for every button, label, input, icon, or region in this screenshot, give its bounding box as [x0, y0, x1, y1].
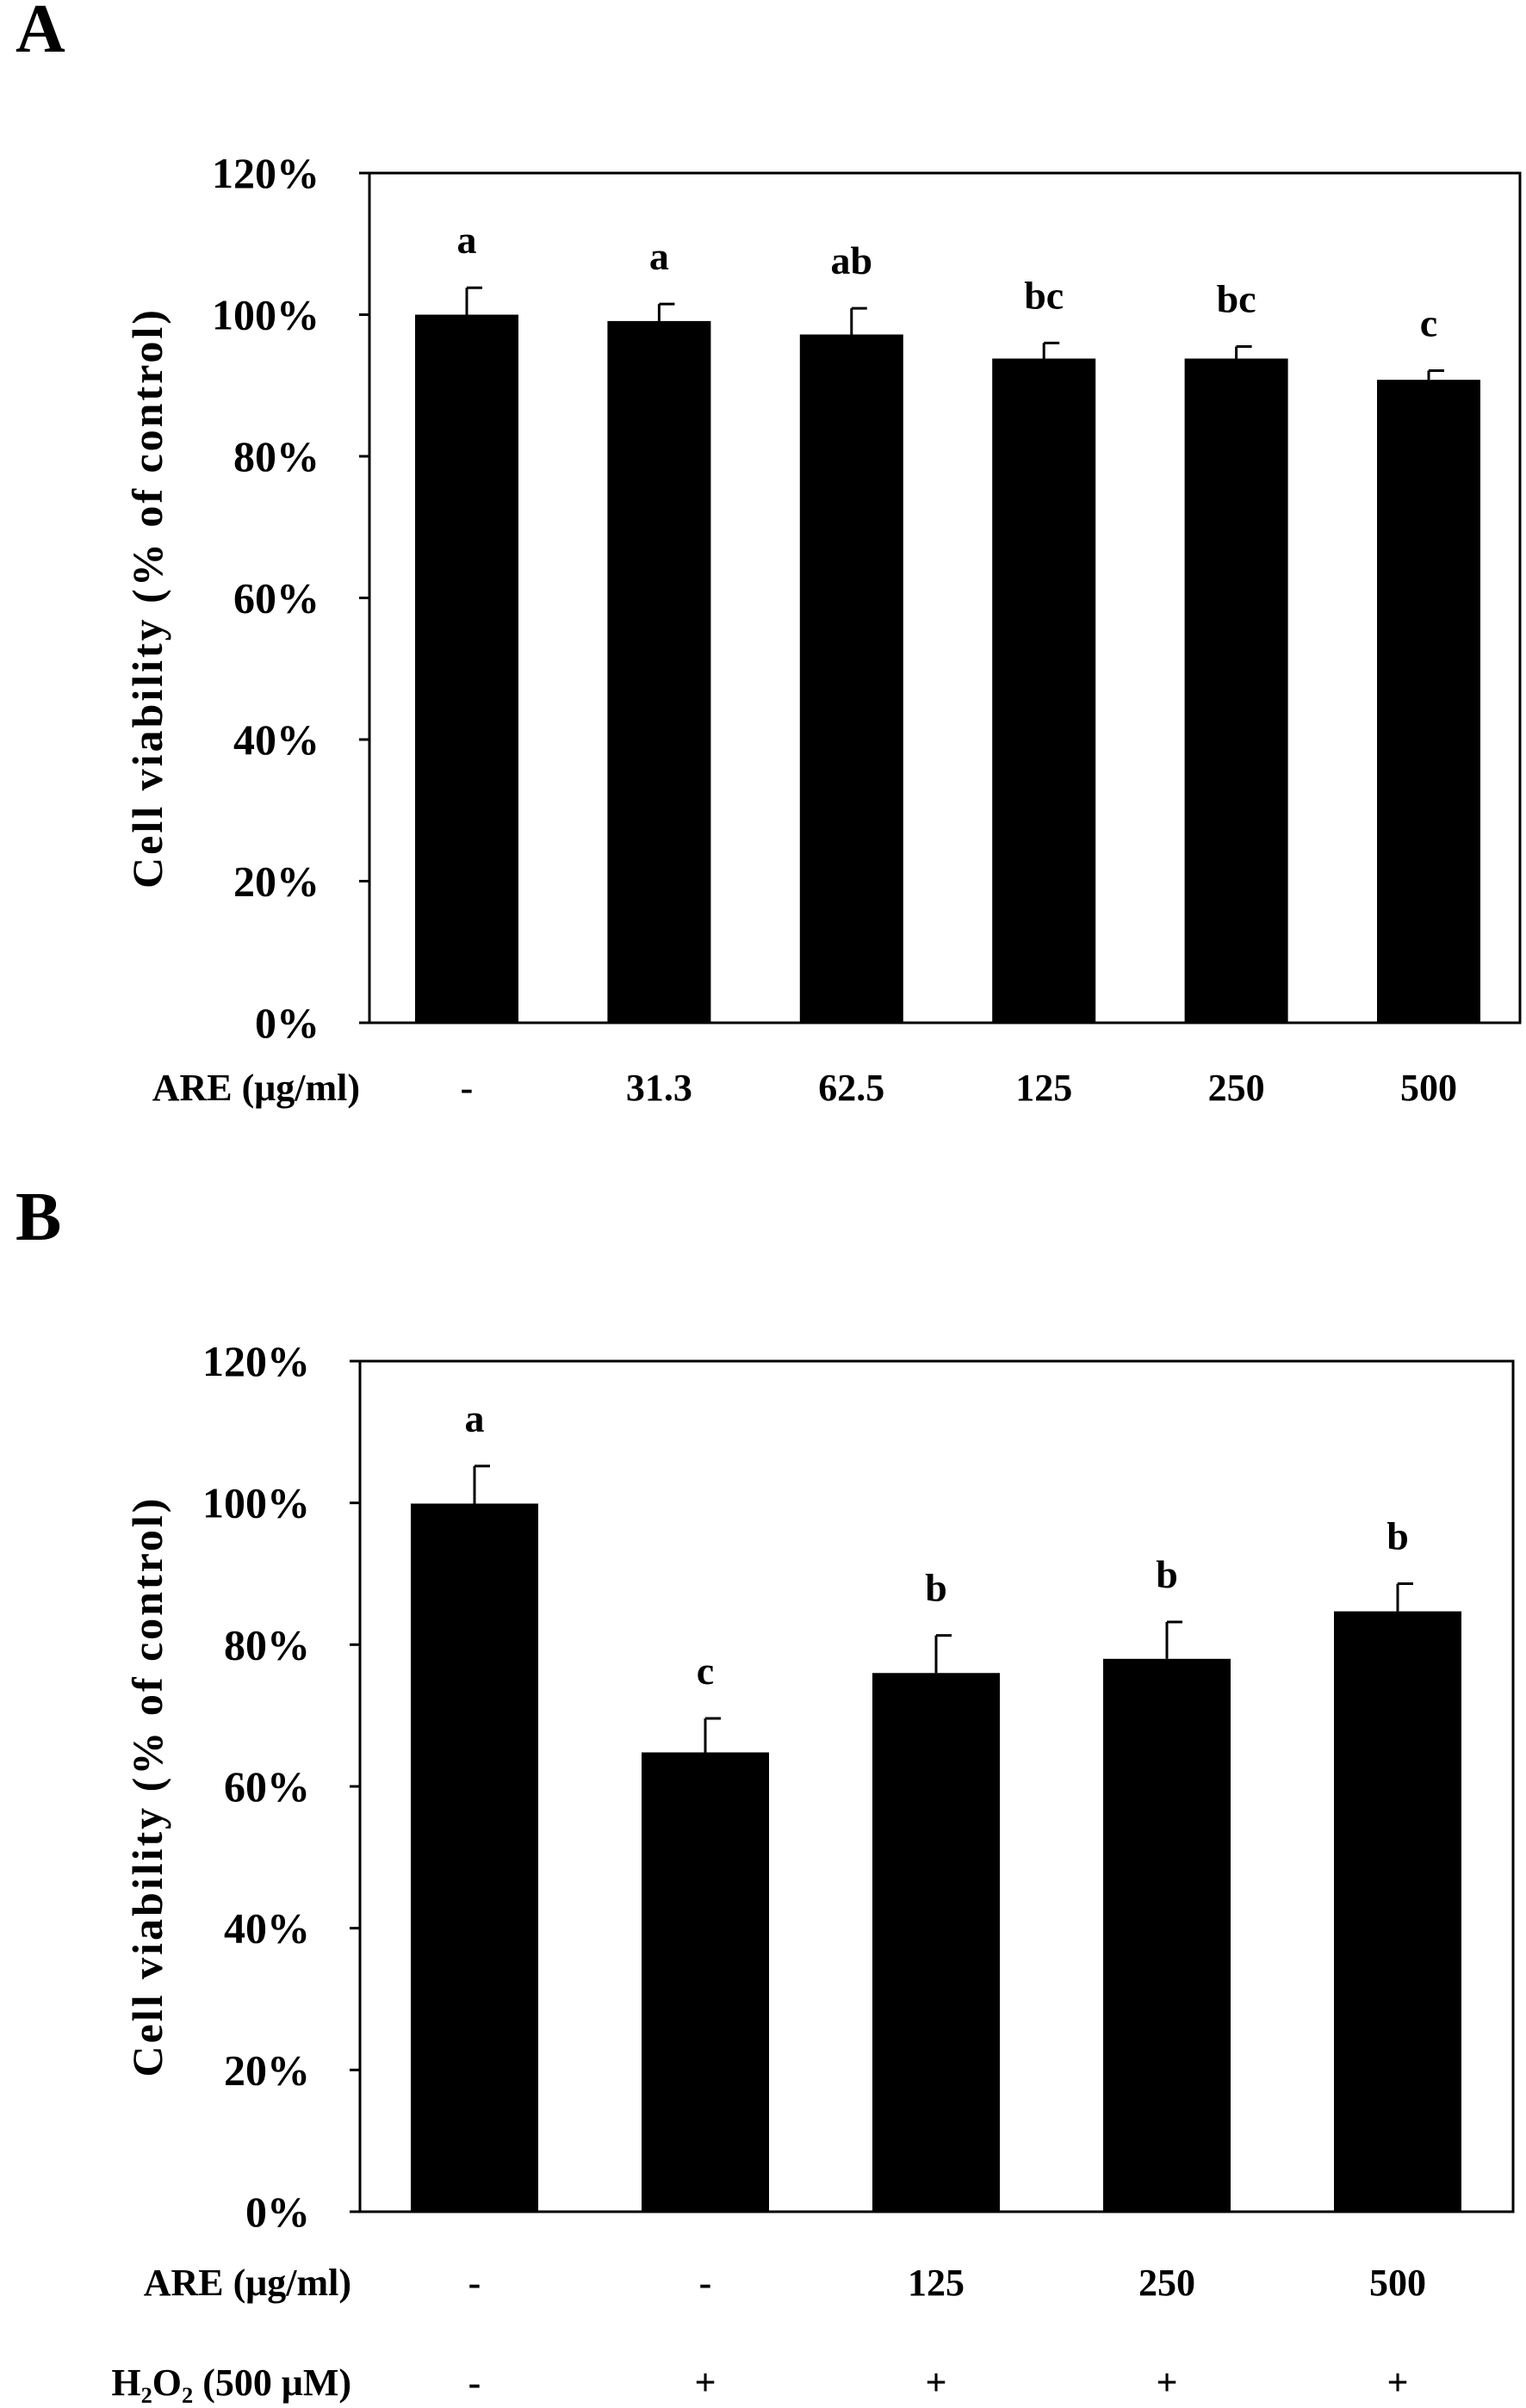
- category-label: 500: [1400, 1067, 1457, 1109]
- category-label: 31.3: [626, 1067, 692, 1109]
- category-label: +: [1386, 2362, 1408, 2404]
- bar: [992, 358, 1096, 1023]
- y-tick-label: 100%: [212, 291, 319, 339]
- bar: [1334, 1611, 1461, 2212]
- category-label: -: [699, 2262, 712, 2304]
- significance-label: a: [465, 1396, 485, 1440]
- significance-label: c: [1420, 300, 1437, 344]
- y-tick-label: 40%: [224, 1904, 310, 1953]
- significance-label: a: [649, 234, 669, 278]
- significance-label: bc: [1217, 277, 1256, 321]
- y-tick-label: 60%: [224, 1762, 310, 1811]
- y-axis-label: Cell viability (% of control): [123, 1496, 171, 2077]
- y-tick-label: 20%: [224, 2046, 310, 2094]
- category-label: 125: [908, 2262, 965, 2304]
- significance-label: b: [1386, 1514, 1409, 1558]
- category-label: 250: [1138, 2262, 1195, 2304]
- category-label: +: [925, 2362, 946, 2404]
- bar: [872, 1673, 1000, 2212]
- y-tick-label: 60%: [233, 574, 319, 622]
- bar: [642, 1752, 769, 2212]
- y-tick-label: 80%: [233, 432, 319, 480]
- significance-label: ab: [831, 238, 873, 282]
- y-tick-label: 120%: [212, 149, 319, 197]
- y-tick-label: 0%: [245, 2188, 310, 2236]
- chart-panel-b: B 0% 20% 40% 60% 80% 100% 120% Cell viability (%…: [16, 1179, 1515, 2404]
- significance-label: b: [925, 1566, 947, 1610]
- category-label: -: [468, 2262, 481, 2304]
- category-label: 250: [1208, 1067, 1265, 1109]
- category-label: 62.5: [818, 1067, 884, 1109]
- significance-label: a: [457, 218, 477, 262]
- significance-label: b: [1156, 1552, 1178, 1596]
- bar: [607, 320, 711, 1024]
- bar: [1184, 358, 1288, 1023]
- category-label: +: [694, 2362, 716, 2404]
- significance-label: bc: [1024, 273, 1064, 317]
- panel-label: A: [16, 0, 65, 67]
- bar: [1103, 1658, 1231, 2212]
- significance-label: c: [697, 1649, 714, 1693]
- y-tick-label: 120%: [202, 1337, 310, 1385]
- bar: [799, 334, 903, 1023]
- y-tick-label: 40%: [233, 715, 319, 764]
- chart-panel-a: A 0% 20% 40% 60% 80% 100% 120% Cell viability (%…: [16, 0, 1522, 1109]
- category-label: +: [1156, 2362, 1177, 2404]
- bar: [411, 1503, 538, 2212]
- row-label: ARE (μg/ml): [152, 1067, 360, 1109]
- panel-label: B: [16, 1179, 61, 1255]
- category-label: 500: [1369, 2262, 1426, 2304]
- category-label: -: [468, 2362, 481, 2404]
- row-label: H₂O₂ (500 μM): [111, 2362, 351, 2404]
- y-tick-label: 80%: [224, 1620, 310, 1668]
- y-tick-label: 0%: [255, 999, 319, 1047]
- category-label: 125: [1015, 1067, 1072, 1109]
- y-axis-label: Cell viability (% of control): [123, 307, 171, 888]
- plot-frame: [368, 171, 1522, 1024]
- y-tick-label: 20%: [233, 857, 319, 906]
- y-tick-label: 100%: [202, 1479, 310, 1527]
- row-label: ARE (μg/ml): [144, 2262, 351, 2304]
- category-label: -: [461, 1067, 474, 1109]
- bar: [415, 314, 518, 1023]
- bar: [1377, 380, 1480, 1023]
